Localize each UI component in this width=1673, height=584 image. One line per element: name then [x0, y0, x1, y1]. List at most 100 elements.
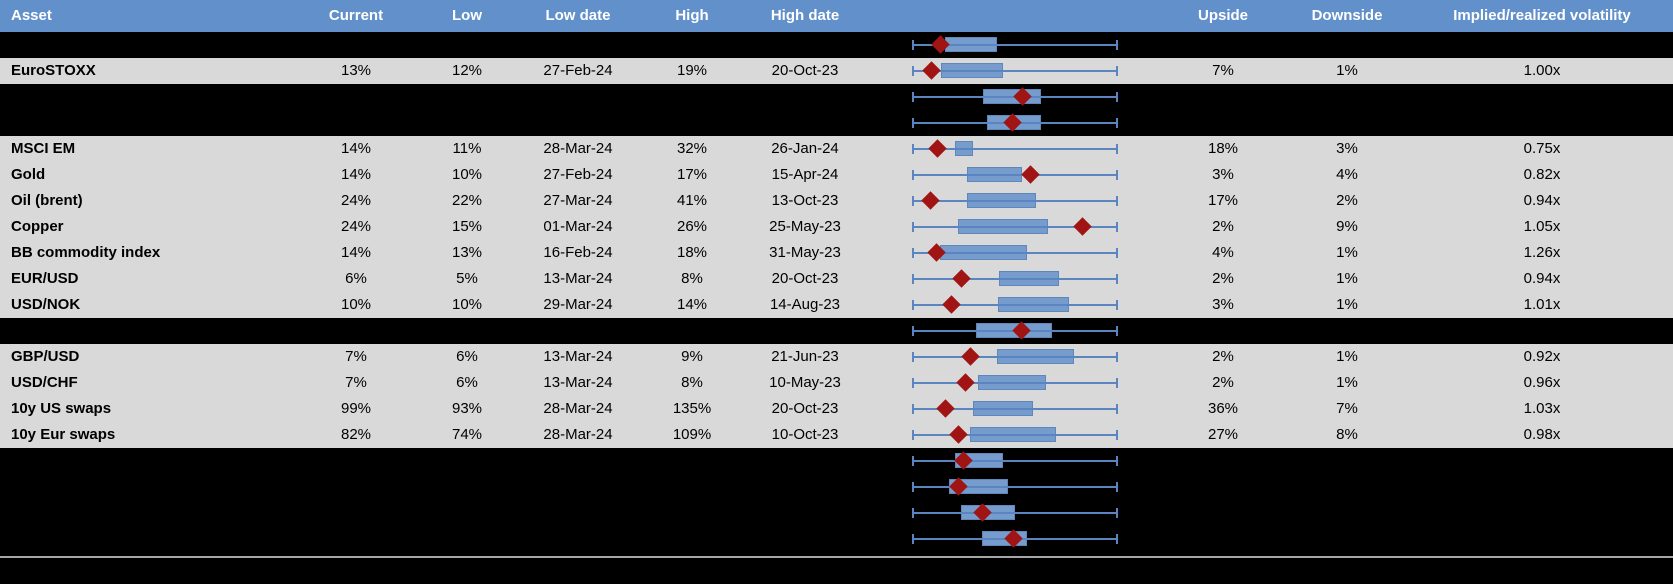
boxplot — [912, 32, 1118, 58]
whisker-line — [913, 148, 1117, 150]
whisker-left-tick — [912, 326, 914, 336]
asset-name — [11, 32, 296, 58]
downside-value: 2% — [1336, 192, 1358, 209]
asset-name: 10y Eur swaps — [11, 426, 116, 443]
table-body: EuroSTOXX 13% 12% 27-Feb-24 19% 20-Oct-2… — [0, 32, 1673, 552]
asset-name — [11, 474, 296, 500]
high-date-value: 15-Apr-24 — [771, 166, 839, 183]
low-date-value: 13-Mar-24 — [543, 374, 613, 391]
whisker-line — [913, 70, 1117, 72]
high-date-value — [725, 32, 885, 58]
downside-value — [1287, 448, 1407, 474]
current-diamond — [961, 347, 981, 366]
high-date-value — [725, 474, 885, 500]
implied-realized-vol-value — [1417, 110, 1667, 136]
implied-realized-vol-value: 0.94x — [1523, 192, 1561, 209]
whisker-right-tick — [1116, 430, 1118, 440]
low-value: 93% — [451, 400, 483, 417]
low-date-value: 01-Mar-24 — [543, 218, 613, 235]
implied-realized-vol-value: 1.26x — [1523, 244, 1561, 261]
whisker-right-tick — [1116, 222, 1118, 232]
low-value: 13% — [451, 244, 483, 261]
current-diamond — [942, 295, 961, 314]
high-date-value: 20-Oct-23 — [771, 400, 839, 417]
table-row: Copper 24% 15% 01-Mar-24 26% 25-May-23 2… — [0, 214, 1673, 240]
whisker-left-tick — [912, 456, 914, 466]
whisker-left-tick — [912, 508, 914, 518]
current-diamond — [922, 61, 941, 80]
upside-value — [1163, 32, 1283, 58]
whisker-line — [913, 226, 1117, 228]
low-date-value: 27-Feb-24 — [543, 166, 613, 183]
col-header-high-date: High date — [770, 7, 840, 24]
current-value — [296, 474, 416, 500]
downside-value: 4% — [1336, 166, 1358, 183]
asset-name — [11, 84, 296, 110]
boxplot — [912, 396, 1118, 422]
bottom-band — [0, 552, 1673, 584]
whisker-right-tick — [1116, 404, 1118, 414]
upside-value — [1163, 526, 1283, 552]
upside-value — [1163, 110, 1283, 136]
whisker-line — [913, 356, 1117, 358]
table-row: 10y Eur swaps 82% 74% 28-Mar-24 109% 10-… — [0, 422, 1673, 448]
current-value: 6% — [345, 270, 367, 287]
whisker-line — [913, 408, 1117, 410]
whisker-right-tick — [1116, 66, 1118, 76]
high-date-value — [725, 318, 885, 344]
current-value: 13% — [340, 62, 372, 79]
high-value: 9% — [681, 348, 703, 365]
current-value: 14% — [340, 244, 372, 261]
asset-name — [11, 526, 296, 552]
implied-realized-vol-value — [1417, 526, 1667, 552]
table-row: USD/CHF 7% 6% 13-Mar-24 8% 10-May-23 2% … — [0, 370, 1673, 396]
asset-name: USD/CHF — [11, 374, 78, 391]
boxplot — [912, 448, 1118, 474]
boxplot — [912, 240, 1118, 266]
asset-name — [11, 318, 296, 344]
upside-value — [1163, 84, 1283, 110]
col-header-downside: Downside — [1311, 7, 1383, 24]
whisker-right-tick — [1116, 118, 1118, 128]
current-value — [296, 526, 416, 552]
low-value: 12% — [451, 62, 483, 79]
asset-name — [11, 110, 296, 136]
whisker-line — [913, 252, 1117, 254]
high-date-value: 31-May-23 — [769, 244, 841, 261]
high-value: 41% — [676, 192, 708, 209]
whisker-left-tick — [912, 196, 914, 206]
table-row — [0, 318, 1673, 344]
current-value — [296, 500, 416, 526]
low-value: 11% — [452, 140, 482, 157]
boxplot — [912, 370, 1118, 396]
col-header-asset: Asset — [11, 7, 52, 24]
whisker-right-tick — [1116, 326, 1118, 336]
implied-realized-vol-value: 0.94x — [1523, 270, 1561, 287]
low-value: 6% — [456, 348, 478, 365]
downside-value — [1287, 318, 1407, 344]
boxplot — [912, 162, 1118, 188]
current-value — [296, 84, 416, 110]
whisker-right-tick — [1116, 300, 1118, 310]
implied-realized-vol-value: 0.96x — [1523, 374, 1561, 391]
table-row: USD/NOK 10% 10% 29-Mar-24 14% 14-Aug-23 … — [0, 292, 1673, 318]
high-value: 109% — [672, 426, 712, 443]
table-row: EuroSTOXX 13% 12% 27-Feb-24 19% 20-Oct-2… — [0, 58, 1673, 84]
current-value: 99% — [340, 400, 372, 417]
upside-value: 2% — [1212, 374, 1234, 391]
downside-value: 1% — [1336, 296, 1358, 313]
upside-value: 4% — [1212, 244, 1234, 261]
boxplot — [912, 214, 1118, 240]
whisker-left-tick — [912, 92, 914, 102]
current-value — [296, 318, 416, 344]
current-value: 14% — [340, 166, 372, 183]
upside-value: 2% — [1212, 270, 1234, 287]
col-header-current: Current — [328, 7, 384, 24]
low-date-value: 13-Mar-24 — [543, 348, 613, 365]
current-value — [296, 448, 416, 474]
boxplot — [912, 500, 1118, 526]
current-value: 7% — [345, 348, 367, 365]
downside-value — [1287, 474, 1407, 500]
boxplot — [912, 110, 1118, 136]
